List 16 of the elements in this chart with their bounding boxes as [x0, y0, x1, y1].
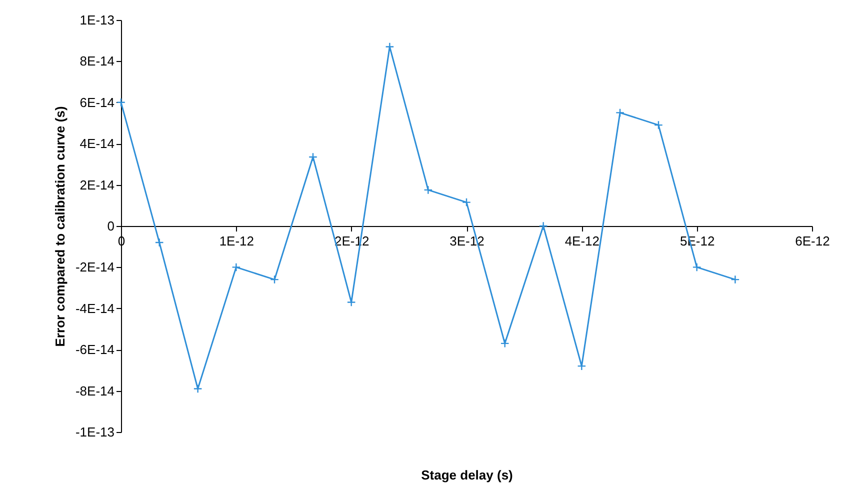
y-tick-label: 8E-14 [80, 54, 114, 69]
x-tick-label: 4E-12 [564, 234, 600, 248]
y-tick-label: -1E-13 [75, 424, 114, 440]
y-tick-label: -8E-14 [75, 383, 114, 398]
y-tick-label: 2E-14 [80, 177, 114, 192]
y-tick-label: 1E-13 [80, 12, 114, 28]
x-axis-title: Stage delay (s) [421, 468, 513, 482]
y-tick-label: 4E-14 [80, 136, 114, 152]
x-tick-label: 6E-12 [795, 234, 830, 248]
x-tick-label: 1E-12 [219, 234, 254, 248]
y-tick-label: 0 [107, 218, 114, 234]
y-tick-label: 6E-14 [80, 94, 114, 110]
y-tick-label: -6E-14 [75, 342, 114, 358]
y-axis-title: Error compared to calibration curve (s) [52, 106, 68, 347]
y-tick-label: -2E-14 [75, 260, 114, 275]
y-tick-label: -4E-14 [75, 300, 114, 316]
